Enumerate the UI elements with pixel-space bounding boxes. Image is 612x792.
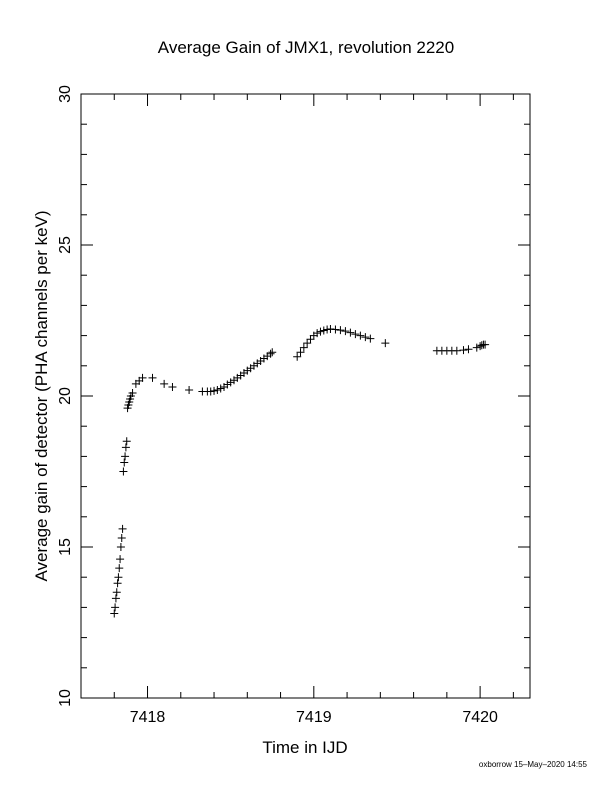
data-point [323,325,332,334]
data-point [472,343,481,352]
data-point [331,325,340,334]
data-point [113,579,122,588]
data-point [361,333,370,342]
data-point [117,533,126,542]
data-point [116,543,125,551]
x-tick-label: 7419 [296,709,332,726]
data-point [452,346,461,355]
data-point [112,588,121,597]
data-point [206,387,215,396]
chart-title: Average Gain of JMX1, revolution 2220 [158,38,454,57]
data-point [111,594,120,603]
data-point [160,379,169,388]
data-point [476,342,485,351]
x-axis-title: Time in IJD [262,738,347,757]
data-point [481,340,490,349]
data-point [119,467,128,476]
axis-ticks [80,93,530,699]
data-point [313,329,322,338]
data-point [464,345,473,354]
y-tick-label: 15 [57,538,74,556]
data-point [356,331,365,340]
data-point [121,452,130,461]
data-point [116,555,125,564]
data-point [477,341,486,350]
y-tick-label: 25 [57,236,74,254]
data-point [336,326,345,335]
data-point [223,380,232,389]
data-point [110,609,119,618]
data-point [114,573,123,582]
data-point [341,327,350,336]
x-tick-label: 7420 [462,709,498,726]
data-point [118,524,127,533]
data-point [319,326,328,335]
data-point [111,603,120,612]
data-point [226,378,235,387]
y-tick-label: 10 [57,689,74,707]
data-point [138,373,147,382]
data-point [148,373,157,382]
data-point [266,349,275,358]
data-point [316,327,325,336]
data-point [121,443,130,452]
data-point [115,564,124,573]
data-point [168,382,177,391]
data-point [293,352,302,361]
data-point [459,346,468,355]
y-tick-label: 30 [57,85,74,103]
data-point [351,330,360,339]
data-point [210,386,219,395]
data-point [268,348,277,357]
data-points [110,324,490,618]
data-point [185,385,194,394]
axis-tick-labels: 7418 7419 7420 10 15 20 25 30 [57,85,498,726]
data-point [346,328,355,337]
data-point [213,385,222,394]
footer-stamp: oxborrow 15–May–2020 14:55 [479,760,588,769]
data-point [326,324,335,333]
y-axis-title: Average gain of detector (PHA channels p… [32,210,51,581]
data-point [303,339,312,348]
y-tick-label: 20 [57,387,74,405]
data-point [299,343,308,352]
data-point [296,348,305,357]
data-point [306,335,315,344]
data-point [122,437,131,446]
data-point [120,458,129,467]
data-point [381,339,390,348]
x-tick-label: 7418 [130,709,166,726]
data-point [128,388,137,397]
plot-frame [80,93,531,699]
data-point [216,384,225,393]
data-point [366,334,375,343]
